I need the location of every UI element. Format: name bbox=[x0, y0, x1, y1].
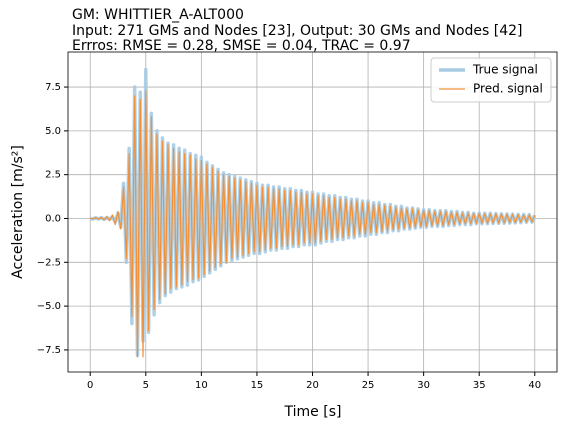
plot-frame bbox=[67, 51, 558, 373]
x-tick-label: 35 bbox=[473, 380, 486, 391]
chart-title: GM: WHITTIER_A-ALT000 bbox=[72, 7, 244, 23]
x-tick-label: 5 bbox=[143, 380, 149, 391]
y-axis-label: Acceleration [m/s²] bbox=[10, 145, 26, 279]
x-axis-label: Time [s] bbox=[284, 404, 342, 420]
x-tick-label: 10 bbox=[195, 380, 208, 391]
x-tick-label: 30 bbox=[417, 380, 430, 391]
x-tick-label: 20 bbox=[306, 380, 319, 391]
legend-label: Pred. signal bbox=[473, 82, 543, 96]
data-line bbox=[90, 89, 536, 358]
x-tick-label: 25 bbox=[362, 380, 375, 391]
y-tick-label: −5.0 bbox=[37, 301, 61, 312]
x-tick-label: 40 bbox=[528, 380, 541, 391]
y-tick-label: −7.5 bbox=[37, 345, 61, 356]
y-tick-label: 7.5 bbox=[45, 82, 61, 93]
chart-title: Input: 271 GMs and Nodes [23], Output: 3… bbox=[72, 23, 523, 39]
legend: True signal Pred. signal bbox=[430, 57, 552, 103]
y-tick-label: 5.0 bbox=[45, 126, 61, 137]
x-tick-label: 0 bbox=[87, 380, 93, 391]
y-tick-label: 2.5 bbox=[45, 170, 61, 181]
chart-title: Errros: RMSE = 0.28, SMSE = 0.04, TRAC =… bbox=[72, 38, 411, 54]
y-tick-label: −2.5 bbox=[37, 257, 61, 268]
x-tick-label: 15 bbox=[251, 380, 264, 391]
y-tick-label: 0.0 bbox=[45, 213, 61, 224]
legend-label: True signal bbox=[472, 63, 538, 77]
